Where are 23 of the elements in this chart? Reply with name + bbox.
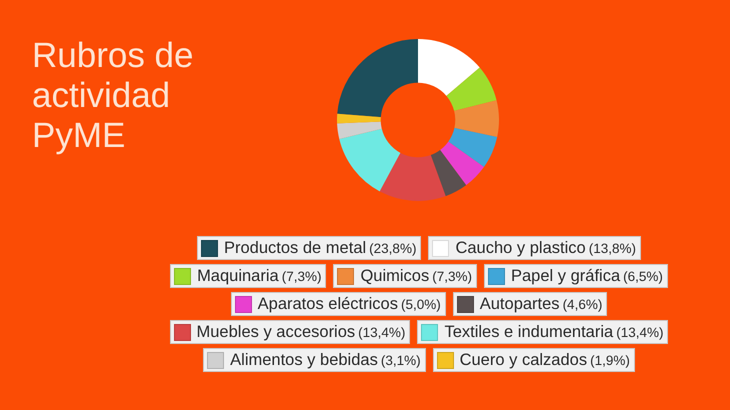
data-label: (7,3%): [282, 268, 322, 284]
data-label: (6,5%): [623, 268, 663, 284]
legend-label: Cuero y calzados: [460, 350, 588, 370]
legend-label: Alimentos y bebidas: [230, 350, 378, 370]
legend-label: Autopartes: [480, 294, 560, 314]
data-label: (13,4%): [358, 324, 406, 340]
legend-label: Muebles y accesorios: [196, 322, 356, 342]
legend-label: Textiles e indumentaria: [444, 322, 614, 342]
data-label: (1,9%): [590, 352, 630, 368]
data-label: (7,3%): [432, 268, 472, 284]
legend-label: Quimicos: [360, 266, 430, 286]
legend-label: Aparatos eléctricos: [258, 294, 398, 314]
data-label: (13,8%): [588, 240, 636, 256]
data-label: (13,4%): [616, 324, 664, 340]
data-label: (3,1%): [380, 352, 421, 368]
legend-label: Papel y gráfica: [511, 266, 620, 286]
legend-label: Maquinaria: [197, 266, 279, 286]
data-label: (5,0%): [400, 296, 441, 312]
data-label: (4,6%): [562, 296, 602, 312]
data-label: (23,8%): [369, 240, 416, 256]
text: Rubros de actividad PyME: [32, 36, 194, 156]
legend-label: Productos de metal: [224, 238, 366, 258]
legend-label: Caucho y plastico: [455, 238, 586, 258]
